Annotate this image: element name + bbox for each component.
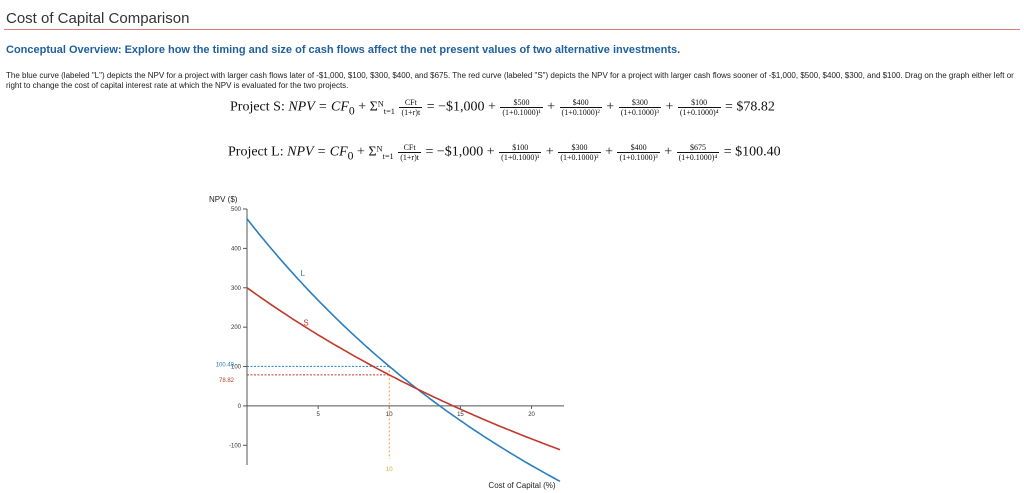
page-title: Cost of Capital Comparison [6,10,190,27]
sigma-symbol: Σ [369,99,378,115]
x-tick-label: 20 [528,412,535,418]
term-den: (1+0.1000)¹ [502,108,541,117]
term-num: $100 [677,98,721,108]
series-label-s: S [303,319,308,328]
y-tick-label: 400 [231,246,242,252]
title-divider [4,29,1020,30]
term-num: $500 [500,98,543,108]
cf-subscript: 0 [348,104,355,118]
y-tick-label: 0 [238,404,242,410]
term-den: (1+0.1000)⁴ [678,153,718,162]
term-den: (1+0.1000)¹ [501,153,540,162]
term-4: $100 (1+0.1000)⁴ [677,98,721,117]
equals-initial: = −$1,000 + [423,99,500,115]
y-tick-label: 300 [231,286,242,292]
y-axis-label: NPV ($) [209,195,238,204]
npv-lhs: NPV = CF [287,144,348,160]
x-axis-label: Cost of Capital (%) [488,481,555,490]
sum-lower: t=1 [382,151,394,161]
term-num: $400 [617,143,660,153]
project-s-equation: Project S: NPV = CF0 + ΣNt=1 CFt (1+r)t =… [230,98,775,118]
plus-sign: + [354,99,370,115]
y-tick-label: -100 [229,443,242,449]
term-1: $500 (1+0.1000)¹ [500,98,543,117]
term-den: (1+0.1000)² [561,108,600,117]
term-den: (1+0.1000)³ [619,153,658,162]
npv-chart[interactable]: 500 400 300 200 100 0 -100 5 10 15 20 NPV ($) Cost o… [0,190,1024,493]
project-l-result: = $100.40 [720,144,781,160]
instructions-text: The blue curve (labeled "L") depicts the… [6,71,1014,90]
plus-sign: + [353,144,369,160]
term-1: $100 (1+0.1000)¹ [499,143,542,162]
general-term: CFt (1+r)t [398,143,421,162]
selected-rate-label: 10 [386,467,393,473]
y-tick-label: 100 [231,365,242,371]
general-num: CFt [398,143,421,153]
term-num: $675 [676,143,720,153]
term-2: $300 (1+0.1000)² [558,143,601,162]
sum-upper: N [377,99,384,109]
equals-initial: = −$1,000 + [421,144,499,160]
conceptual-overview: Conceptual Overview: Explore how the tim… [6,44,681,56]
sum-lower: t=1 [383,106,395,116]
y-tick-label: 200 [231,325,242,331]
term-den: (1+0.1000)⁴ [679,108,719,117]
general-den: (1+r)t [401,108,421,117]
term-den: (1+0.1000)³ [620,108,659,117]
x-tick-label: 5 [316,412,320,418]
term-4: $675 (1+0.1000)⁴ [676,143,720,162]
cf-subscript: 0 [347,149,354,163]
project-s-label: Project S: [230,99,285,115]
term-3: $300 (1+0.1000)³ [618,98,661,117]
sum-upper: N [376,144,383,154]
term-3: $400 (1+0.1000)³ [617,143,660,162]
general-den: (1+r)t [400,153,419,162]
general-term: CFt (1+r)t [399,98,423,117]
term-2: $400 (1+0.1000)² [559,98,602,117]
term-num: $300 [558,143,601,153]
npv-guide-label: 78.82 [219,378,235,384]
x-tick-label: 15 [457,412,464,418]
npv-guide-label: 100.40 [216,362,235,368]
y-tick-label: 500 [231,207,242,213]
general-num: CFt [399,98,423,108]
project-l-label: Project L: [228,144,284,160]
series-label-l: L [301,269,306,278]
series-line-l [246,218,561,483]
term-num: $400 [559,98,602,108]
project-s-result: = $78.82 [721,99,775,115]
project-l-equation: Project L: NPV = CF0 + ΣNt=1 CFt (1+r)t =… [228,143,781,163]
term-num: $300 [618,98,661,108]
npv-lhs: NPV = CF [288,99,349,115]
series-line-s [246,287,561,451]
term-den: (1+0.1000)² [560,153,599,162]
term-num: $100 [499,143,542,153]
sigma-symbol: Σ [368,144,377,160]
